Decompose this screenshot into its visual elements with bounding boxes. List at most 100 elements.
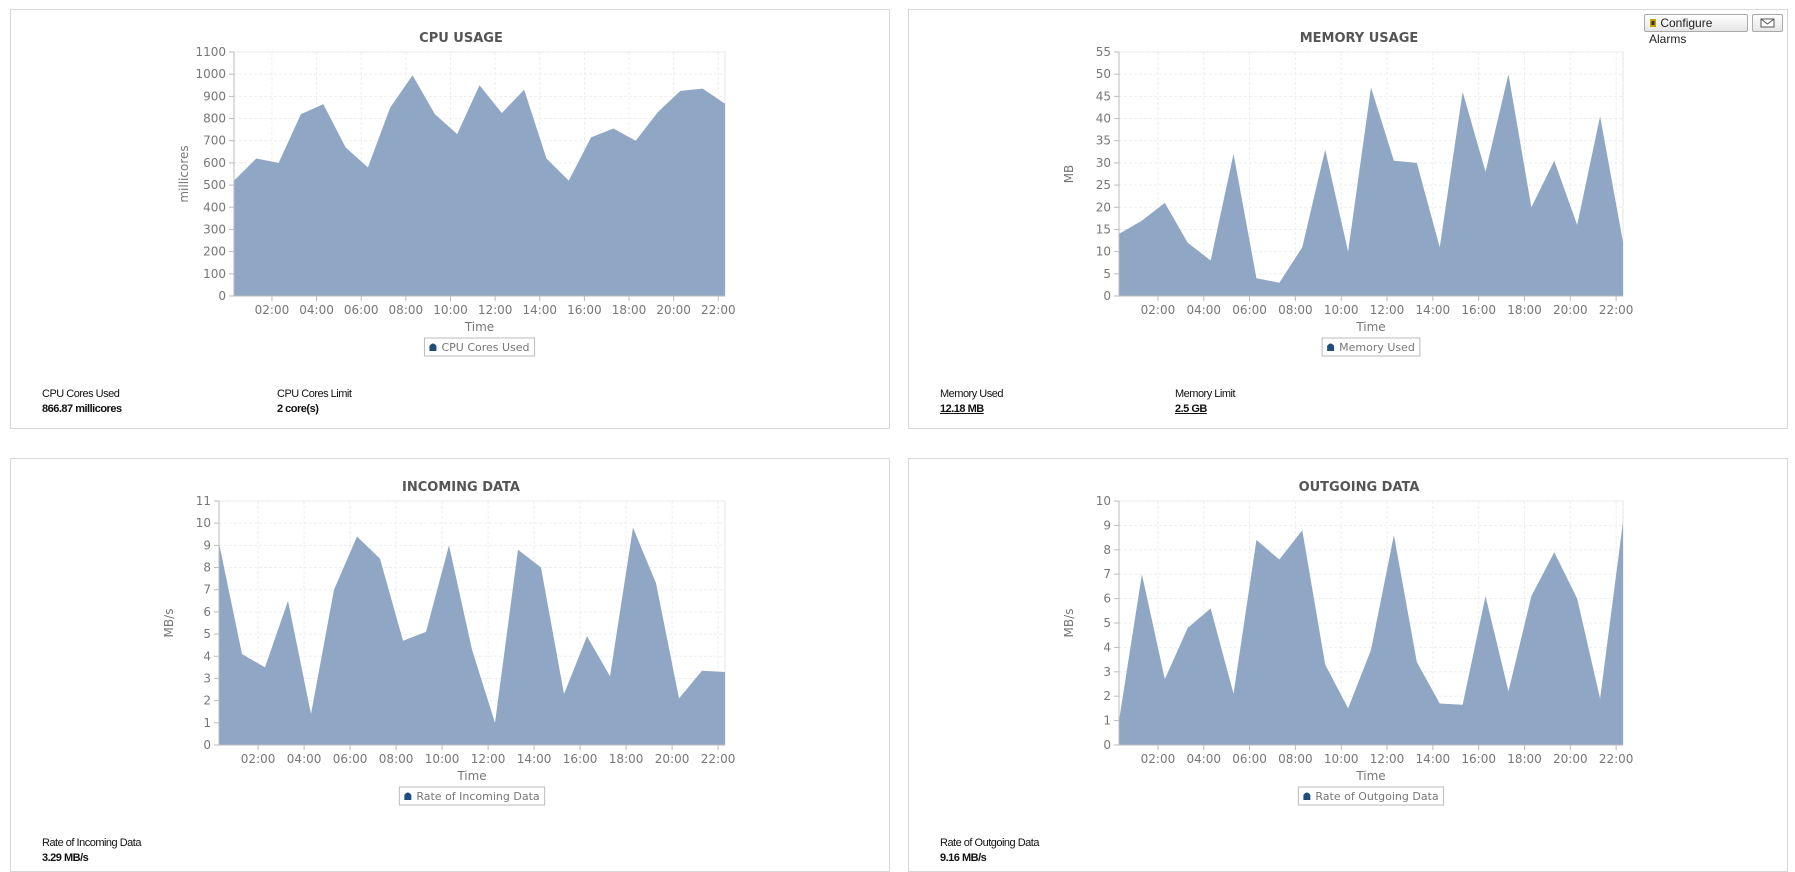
y-tick-label: 1000 <box>195 67 226 81</box>
legend-label: Rate of Outgoing Data <box>1315 790 1438 803</box>
area <box>1119 74 1623 296</box>
legend-box <box>398 786 546 806</box>
stat-label: Rate of Outgoing Data <box>940 837 1039 849</box>
x-tick-label: 08:00 <box>389 303 424 317</box>
area <box>219 527 725 745</box>
y-tick-label: 600 <box>203 156 226 170</box>
x-tick-label: 22:00 <box>1599 752 1634 766</box>
y-tick-label: 50 <box>1096 67 1111 81</box>
button-label: Configure Alarms <box>1649 16 1713 46</box>
y-tick-label: 9 <box>203 538 211 552</box>
y-axis-label: MB <box>1062 165 1076 184</box>
chart-title: CPU USAGE <box>419 31 503 46</box>
y-tick-label: 11 <box>196 494 211 508</box>
legend-box <box>1321 337 1421 357</box>
x-tick-label: 20:00 <box>655 752 690 766</box>
x-tick-label: 18:00 <box>1507 303 1542 317</box>
stat: Memory Used 12.18 MB <box>940 388 1003 415</box>
legend-label: Rate of Incoming Data <box>416 790 539 803</box>
y-tick-label: 0 <box>218 289 226 303</box>
incoming-panel: INCOMING DATA 0 1 2 3 4 5 6 7 8 9 10 11 02:00 04:00 06:… <box>10 458 890 872</box>
x-tick-label: 14:00 <box>1416 752 1451 766</box>
y-tick-label: 800 <box>203 112 226 126</box>
x-tick-label: 06:00 <box>344 303 379 317</box>
x-tick-label: 10:00 <box>425 752 460 766</box>
x-tick-label: 12:00 <box>478 303 513 317</box>
x-tick-label: 16:00 <box>1461 303 1496 317</box>
cpu-panel: CPU USAGE 0 100 200 300 400 500 600 700 800 900 100… <box>10 9 890 429</box>
x-axis-label: Time <box>456 769 486 783</box>
x-tick-label: 14:00 <box>517 752 552 766</box>
y-tick-label: 55 <box>1096 45 1111 59</box>
x-tick-label: 04:00 <box>1186 303 1221 317</box>
stat-value: 9.16 MB/s <box>940 852 987 864</box>
y-tick-label: 900 <box>203 89 226 103</box>
y-tick-label: 35 <box>1096 134 1111 148</box>
stat-label: Memory Used <box>940 388 1003 400</box>
y-tick-label: 200 <box>203 245 226 259</box>
y-tick-label: 2 <box>1103 689 1111 703</box>
legend: Rate of Incoming Data <box>398 786 546 806</box>
legend: Rate of Outgoing Data <box>1297 786 1445 806</box>
legend-label: Memory Used <box>1339 341 1415 354</box>
x-tick-label: 22:00 <box>701 303 736 317</box>
y-tick-label: 4 <box>203 649 211 663</box>
y-tick-label: 1 <box>203 716 211 730</box>
y-tick-label: 100 <box>203 267 226 281</box>
x-tick-label: 04:00 <box>299 303 334 317</box>
y-tick-label: 9 <box>1103 518 1111 532</box>
x-tick-label: 06:00 <box>1232 752 1267 766</box>
y-tick-label: 10 <box>196 516 211 530</box>
x-tick-label: 08:00 <box>1278 303 1313 317</box>
outgoing-panel: OUTGOING DATA 0 1 2 3 4 5 6 7 8 9 10 02:00 04:00 06:00… <box>908 458 1788 872</box>
x-tick-label: 12:00 <box>471 752 506 766</box>
stat: Memory Limit 2.5 GB <box>1175 388 1236 415</box>
x-tick-label: 22:00 <box>1599 303 1634 317</box>
x-tick-label: 10:00 <box>1324 752 1359 766</box>
chart: MEMORY USAGE 0 5 10 15 20 25 30 35 40 45 50 55 02:00 0… <box>1062 31 1634 357</box>
y-tick-label: 6 <box>1103 592 1111 606</box>
x-tick-label: 12:00 <box>1370 752 1405 766</box>
x-tick-label: 06:00 <box>1232 303 1267 317</box>
x-tick-label: 20:00 <box>1553 303 1588 317</box>
stat: Rate of Outgoing Data 9.16 MB/s <box>940 837 1039 864</box>
y-tick-label: 700 <box>203 134 226 148</box>
x-tick-label: 12:00 <box>1370 303 1405 317</box>
y-tick-label: 6 <box>203 605 211 619</box>
stat-value[interactable]: 12.18 MB <box>940 403 984 415</box>
legend: CPU Cores Used <box>423 337 536 357</box>
y-axis-label: millicores <box>177 145 191 202</box>
y-tick-label: 7 <box>1103 567 1111 581</box>
chart-title: INCOMING DATA <box>402 480 520 495</box>
y-tick-label: 0 <box>203 738 211 752</box>
y-tick-label: 3 <box>1103 665 1111 679</box>
stat-value[interactable]: 2.5 GB <box>1175 403 1207 415</box>
area <box>234 75 725 296</box>
y-tick-label: 10 <box>1096 245 1111 259</box>
x-tick-label: 02:00 <box>1141 303 1176 317</box>
x-axis-label: Time <box>464 320 494 334</box>
y-tick-label: 5 <box>1103 616 1111 630</box>
y-tick-label: 400 <box>203 200 226 214</box>
alarm-icon <box>1650 19 1656 27</box>
legend-swatch <box>404 792 412 800</box>
memory-panel: MEMORY USAGE 0 5 10 15 20 25 30 35 40 45 50 55 02:00 0… <box>908 9 1788 429</box>
stat-label: Rate of Incoming Data <box>42 837 141 849</box>
y-tick-label: 7 <box>203 583 211 597</box>
x-tick-label: 06:00 <box>333 752 368 766</box>
email-button[interactable] <box>1752 14 1783 32</box>
y-tick-label: 0 <box>1103 738 1111 752</box>
configure-alarms-button[interactable]: Configure Alarms <box>1644 14 1748 46</box>
stat: CPU Cores Limit 2 core(s) <box>277 388 352 415</box>
y-tick-label: 5 <box>203 627 211 641</box>
y-axis-label: MB/s <box>162 609 176 638</box>
x-tick-label: 04:00 <box>287 752 322 766</box>
x-tick-label: 22:00 <box>701 752 736 766</box>
x-tick-label: 16:00 <box>1461 752 1496 766</box>
chart-title: MEMORY USAGE <box>1300 31 1419 46</box>
legend-swatch <box>1327 343 1335 351</box>
x-tick-label: 18:00 <box>1507 752 1542 766</box>
chart-title: OUTGOING DATA <box>1299 480 1420 495</box>
y-tick-label: 3 <box>203 671 211 685</box>
